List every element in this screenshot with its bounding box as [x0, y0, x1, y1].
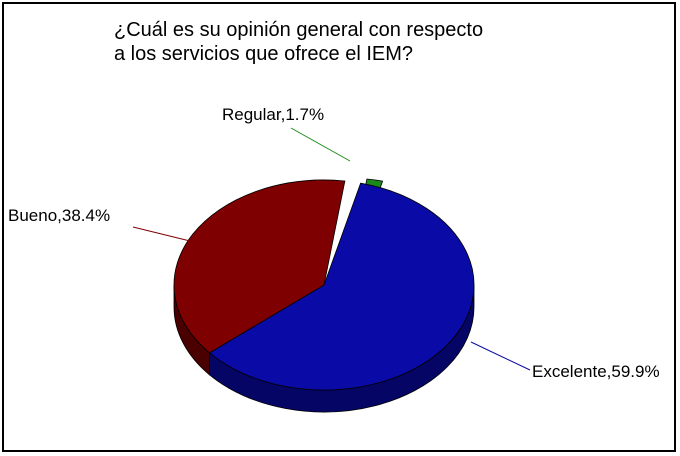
slice-label-bueno: Bueno,38.4%: [8, 206, 110, 225]
chart-title: ¿Cuál es su opinión general con respecto…: [114, 19, 484, 65]
pie-slice-excelente: [208, 182, 475, 391]
slice-labels: Regular,1.7% Excelente,59.9% Bueno,38.4%: [8, 105, 660, 381]
leader-lines: [132, 127, 531, 371]
leader-line-regular: [290, 127, 351, 162]
slice-label-regular: Regular,1.7%: [222, 105, 324, 124]
pie-slice-bueno: [173, 179, 346, 354]
leader-line-bueno: [132, 226, 191, 242]
leader-line-excelente: [470, 341, 531, 371]
pie-slices: [173, 178, 475, 391]
slice-label-excelente: Excelente,59.9%: [532, 362, 660, 381]
